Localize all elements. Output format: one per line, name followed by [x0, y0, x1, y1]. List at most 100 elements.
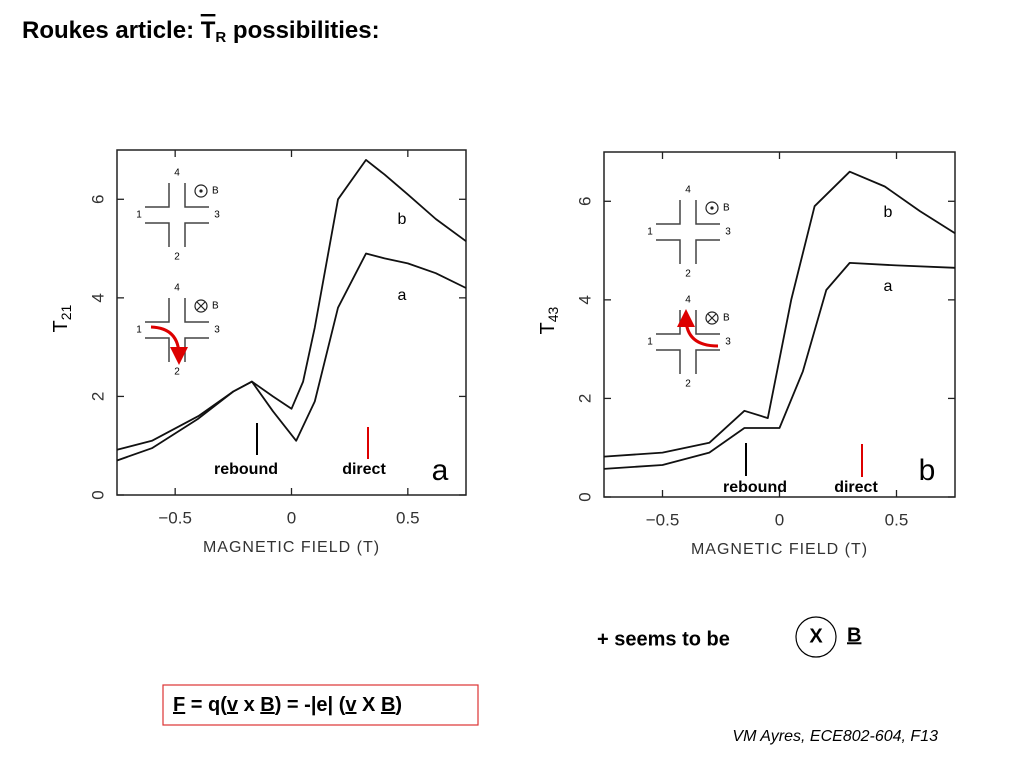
- inset-terminal: 4: [174, 168, 180, 179]
- y-axis-label: T21: [50, 304, 73, 332]
- inset-terminal: 4: [174, 283, 180, 294]
- inset-terminal: 2: [685, 269, 691, 280]
- inset-wall: [184, 183, 209, 208]
- inset-wall: [184, 298, 209, 323]
- data-line: [116, 159, 467, 451]
- y-tick-label: 6: [575, 197, 594, 206]
- formula-part: v: [345, 694, 357, 716]
- title-subscript: R: [215, 29, 226, 46]
- footer: VM Ayres, ECE802-604, F13: [732, 728, 938, 745]
- inset-field-symbol: [194, 184, 208, 198]
- title-text: Roukes article:: [22, 17, 201, 44]
- y-axis-label: T43: [537, 306, 560, 334]
- inset-field-cross: [196, 301, 206, 311]
- inset-field-symbol: [194, 299, 208, 313]
- inset-terminal: 4: [685, 295, 691, 306]
- inset-wall: [656, 310, 681, 335]
- inset-wall: [145, 222, 170, 247]
- series-label: b: [884, 204, 893, 221]
- annotation: rebound: [214, 461, 278, 478]
- y-tick-label: 0: [575, 492, 594, 501]
- formula-part: = q(: [185, 694, 227, 716]
- note: + seems to be: [597, 628, 730, 650]
- x-tick-label: −0.5: [158, 508, 192, 527]
- inset-terminal: 1: [647, 337, 653, 348]
- inset-terminal: 1: [136, 210, 142, 221]
- annotation: rebound: [723, 479, 787, 496]
- formula-part: X: [357, 694, 381, 716]
- inset-field-cross: [707, 313, 717, 323]
- x-tick-label: 0: [775, 510, 784, 529]
- y-axis-label-main: T: [537, 322, 559, 334]
- inset-terminal: 3: [725, 337, 731, 348]
- formula-part: ): [395, 694, 402, 716]
- data-line: [603, 262, 956, 470]
- inset-trajectory: [677, 309, 719, 348]
- y-axis-label-sub: 43: [545, 306, 561, 322]
- panel-letter: b: [919, 454, 936, 487]
- formula-part: B: [381, 694, 395, 716]
- inset-wall: [695, 310, 720, 335]
- inset-wall: [656, 200, 681, 225]
- plot-frame: [603, 151, 956, 498]
- inset-field-label: B: [212, 301, 219, 312]
- formula-part: x: [238, 694, 260, 716]
- formula-part: v: [227, 694, 239, 716]
- vector: B: [847, 624, 861, 646]
- series-label: a: [398, 287, 407, 304]
- y-tick-label: 4: [575, 295, 594, 304]
- inset-terminal: 3: [214, 325, 220, 336]
- series-label: a: [884, 278, 893, 295]
- inset-terminal: 4: [685, 185, 691, 196]
- inset-terminal: 3: [214, 210, 220, 221]
- formula-part: ) = -|e| (: [275, 694, 346, 716]
- inset-wall: [184, 337, 209, 362]
- y-tick-label: 2: [88, 392, 107, 401]
- data-line: [116, 252, 467, 462]
- slide-title: Roukes article: TR possibilities:: [22, 17, 380, 46]
- inset-terminal: 1: [136, 325, 142, 336]
- x-axis-label: MAGNETIC FIELD (T): [203, 539, 380, 556]
- x-tick-label: 0.5: [396, 508, 420, 527]
- annotation: direct: [342, 461, 386, 478]
- inset-terminal: 2: [174, 367, 180, 378]
- formula-part: F: [173, 694, 185, 716]
- inset-terminal: 1: [647, 227, 653, 238]
- y-tick-label: 6: [88, 195, 107, 204]
- formula-box: [162, 684, 479, 726]
- inset-field-label: B: [723, 313, 730, 324]
- inset-wall: [695, 349, 720, 374]
- inset-wall: [656, 239, 681, 264]
- inset-field-label: B: [723, 203, 730, 214]
- inset-terminal: 2: [685, 379, 691, 390]
- y-tick-label: 0: [88, 490, 107, 499]
- y-axis-label-main: T: [50, 320, 72, 332]
- panel-letter: a: [432, 454, 449, 487]
- x-axis-label: MAGNETIC FIELD (T): [691, 541, 868, 558]
- formula-part: B: [260, 694, 274, 716]
- operator: X: [809, 625, 823, 647]
- inset-field-label: B: [212, 186, 219, 197]
- inset-field-symbol: [705, 201, 719, 215]
- y-axis-label-sub: 21: [58, 304, 74, 320]
- inset-wall: [695, 239, 720, 264]
- inset-field-dot: [199, 189, 203, 193]
- title-text: possibilities:: [226, 17, 379, 44]
- inset-terminal: 3: [725, 227, 731, 238]
- inset-wall: [145, 298, 170, 323]
- x-tick-label: −0.5: [646, 510, 680, 529]
- data-line: [603, 170, 956, 458]
- y-tick-label: 2: [575, 394, 594, 403]
- x-tick-label: 0.5: [885, 510, 909, 529]
- inset-terminal: 2: [174, 252, 180, 263]
- formula: F = q(v x B) = -|e| (v X B): [173, 694, 402, 716]
- inset-wall: [695, 200, 720, 225]
- inset-trajectory: [150, 325, 188, 365]
- inset-wall: [145, 337, 170, 362]
- title-symbol: T: [201, 17, 216, 44]
- inset-wall: [145, 183, 170, 208]
- inset-field-dot: [710, 206, 714, 210]
- annotation: direct: [834, 479, 878, 496]
- inset-wall: [184, 222, 209, 247]
